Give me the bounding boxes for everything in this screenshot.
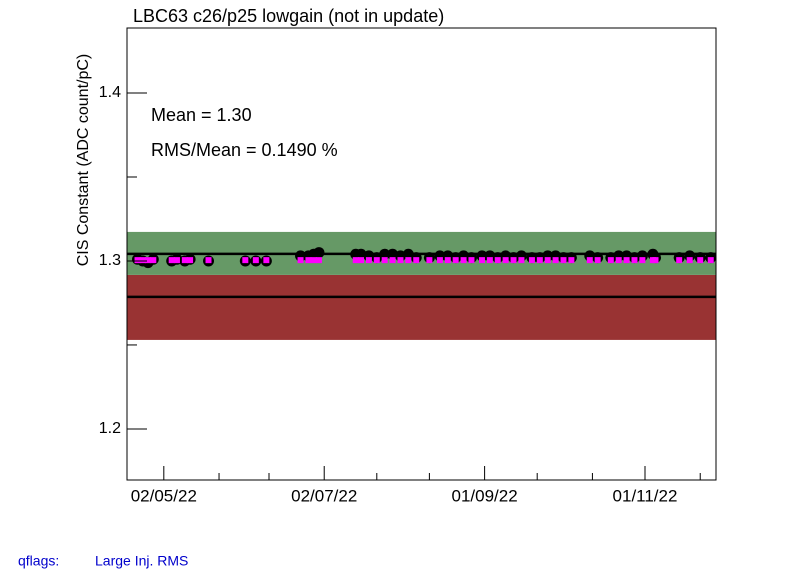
point	[315, 257, 322, 264]
point	[510, 257, 517, 264]
point	[468, 257, 475, 264]
point	[560, 257, 567, 264]
point	[352, 257, 359, 264]
point	[494, 257, 501, 264]
plot-frame	[126, 27, 717, 481]
point	[365, 257, 372, 264]
y-tick-label: 1.2	[99, 420, 121, 437]
point	[452, 257, 459, 264]
point	[313, 247, 325, 259]
point	[168, 257, 175, 264]
point	[639, 257, 646, 264]
point	[379, 248, 391, 260]
point	[594, 257, 601, 264]
point	[145, 257, 152, 264]
point	[518, 257, 525, 264]
point	[615, 257, 622, 264]
point	[586, 257, 593, 264]
y-tick-label: 1.3	[99, 252, 121, 269]
point	[623, 257, 630, 264]
point	[502, 257, 509, 264]
point	[426, 257, 433, 264]
point	[381, 257, 388, 264]
point	[150, 257, 157, 264]
point	[187, 257, 194, 264]
point	[552, 257, 559, 264]
point	[389, 257, 396, 264]
point	[478, 257, 485, 264]
annotation: RMS/Mean = 0.1490 %	[151, 140, 338, 160]
point	[536, 257, 543, 264]
point	[205, 257, 212, 264]
point	[397, 257, 404, 264]
chart-title: LBC63 c26/p25 lowgain (not in update)	[133, 6, 444, 26]
point	[134, 257, 141, 264]
point	[568, 257, 575, 264]
point	[436, 257, 443, 264]
point	[460, 257, 467, 264]
point	[297, 257, 304, 264]
x-tick-label: 01/11/22	[613, 486, 678, 505]
point	[358, 257, 365, 264]
point	[652, 257, 659, 264]
point	[676, 257, 683, 264]
point	[252, 257, 259, 264]
point	[305, 257, 312, 264]
point	[263, 257, 270, 264]
x-tick-label: 02/05/22	[131, 486, 197, 505]
point	[486, 257, 493, 264]
footer-label: qflags:	[18, 553, 59, 569]
point	[242, 257, 249, 264]
point	[707, 257, 714, 264]
point	[544, 257, 551, 264]
point	[528, 257, 535, 264]
point	[444, 257, 451, 264]
point	[607, 257, 614, 264]
point	[697, 257, 704, 264]
point	[373, 257, 380, 264]
point	[310, 257, 317, 264]
footer-value: Large Inj. RMS	[95, 553, 188, 569]
y-tick-label: 1.4	[99, 84, 121, 101]
x-tick-label: 02/07/22	[291, 486, 357, 505]
point	[405, 257, 412, 264]
point	[413, 257, 420, 264]
point	[686, 257, 693, 264]
y-axis-label: CIS Constant (ADC count/pC)	[75, 54, 92, 267]
x-tick-label: 01/09/22	[452, 486, 518, 505]
point	[139, 257, 146, 264]
point	[631, 257, 638, 264]
annotation: Mean = 1.30	[151, 105, 252, 125]
point	[181, 257, 188, 264]
point	[173, 257, 180, 264]
band	[127, 274, 716, 340]
